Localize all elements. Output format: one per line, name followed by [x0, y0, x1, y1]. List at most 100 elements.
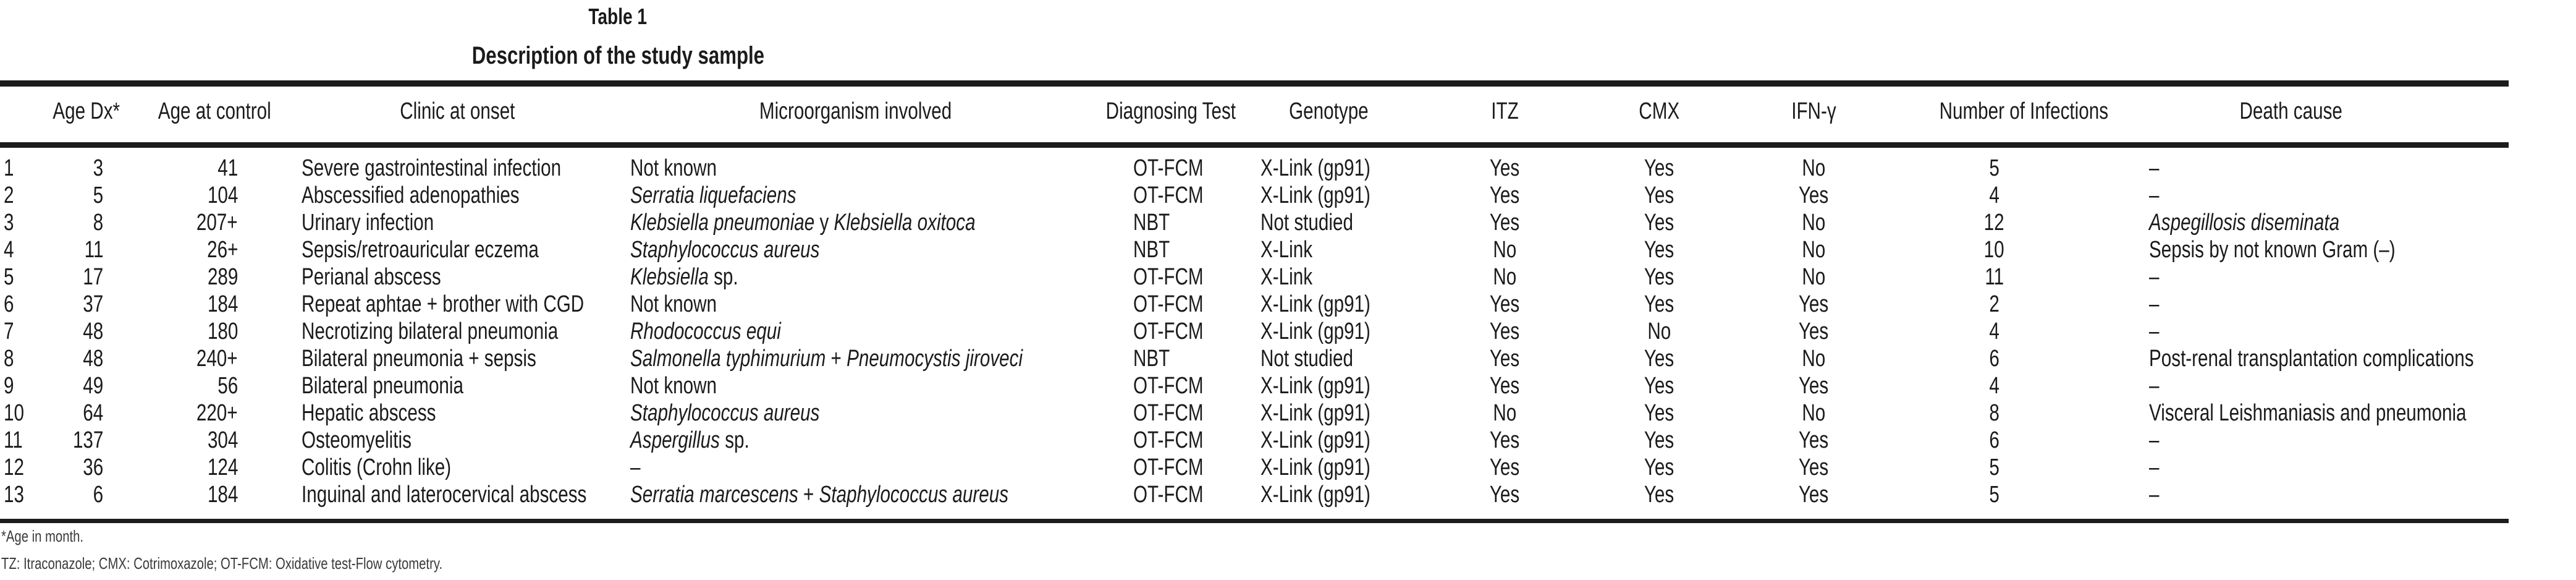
table-row: 12 36 124 Colitis (Crohn like) – OT-FCM …	[0, 454, 2509, 482]
cell-text: No	[1802, 264, 1825, 291]
cell-text: Bilateral pneumonia	[302, 373, 463, 399]
cell-diagnosing-test: NBT	[1087, 210, 1254, 237]
cell-death-cause: Aspegillosis diseminata	[2073, 210, 2509, 237]
cell-text: OT-FCM	[1133, 427, 1204, 454]
cell-text: 4	[1989, 373, 2000, 399]
cell-text: 17	[83, 264, 103, 291]
cell-age-at-control: 180	[139, 318, 290, 346]
cell-clinic-at-onset: Abscessified adenopathies	[290, 182, 624, 210]
cell-text: Staphylococcus aureus	[630, 400, 820, 427]
cell-text: –	[2149, 427, 2160, 454]
cell-text: X-Link (gp91)	[1261, 400, 1370, 427]
cell-text: No	[1802, 346, 1825, 372]
cell-text: 9	[4, 373, 14, 399]
cell-text: Yes	[1489, 482, 1520, 508]
cell-cmx: Yes	[1607, 427, 1712, 454]
cell-text: 5	[93, 182, 103, 209]
cell-text: 49	[83, 373, 103, 399]
table-row: 10 64 220+ Hepatic abscess Staphylococcu…	[0, 400, 2509, 427]
cell-text: Hepatic abscess	[302, 400, 436, 427]
cell-microorganism: Not known	[624, 145, 1087, 183]
cell-diagnosing-test: OT-FCM	[1087, 454, 1254, 482]
cell-text: Yes	[1644, 210, 1674, 236]
cell-cmx: Yes	[1607, 237, 1712, 264]
cell-text: 11	[4, 427, 23, 454]
cell-genotype: X-Link (gp91)	[1254, 373, 1403, 400]
cell-text: –	[2149, 264, 2160, 291]
cell-text: 37	[83, 291, 103, 318]
cell-text: 6	[1989, 427, 2000, 454]
cell-text: 11	[84, 237, 103, 263]
header-text: Clinic at onset	[399, 98, 515, 125]
cell-text: Inguinal and laterocervical abscess	[302, 482, 587, 508]
cell-text: –	[2149, 291, 2160, 318]
cell-ifn-gamma: No	[1712, 210, 1915, 237]
col-header-number-of-infections: Number of Infections	[1915, 83, 2108, 148]
cell-age-at-control: 304	[139, 427, 290, 454]
cell-microorganism: Salmonella typhimurium + Pneumocystis ji…	[624, 346, 1087, 373]
cell-ifn-gamma: No	[1712, 237, 1915, 264]
cell-death-cause: –	[2073, 318, 2509, 346]
cell-text: OT-FCM	[1133, 454, 1204, 481]
cell-text: 12	[4, 454, 24, 481]
cell-text: X-Link (gp91)	[1261, 427, 1370, 454]
cell-ifn-gamma: No	[1712, 264, 1915, 291]
cell-cmx: Yes	[1607, 264, 1712, 291]
cell-microorganism: Rhodococcus equi	[624, 318, 1087, 346]
cell-text: Yes	[1644, 237, 1674, 263]
table-row: 5 17 289 Perianal abscess Klebsiella sp.…	[0, 264, 2509, 291]
cell-age-dx: 48	[34, 346, 139, 373]
cell-genotype: Not studied	[1254, 346, 1403, 373]
cell-text: 64	[83, 400, 103, 427]
cell-cmx: Yes	[1607, 145, 1712, 183]
cell-itz: Yes	[1403, 482, 1607, 521]
cell-genotype: Not studied	[1254, 210, 1403, 237]
cell-text: X-Link (gp91)	[1261, 454, 1370, 481]
cell-diagnosing-test: NBT	[1087, 346, 1254, 373]
cell-age-dx: 64	[34, 400, 139, 427]
header-text: ITZ	[1490, 98, 1519, 125]
cell-number-of-infections: 12	[1915, 210, 2073, 237]
cell-text: Aspergillus sp.	[630, 427, 750, 454]
cell-row-number: 13	[0, 482, 34, 521]
cell-cmx: Yes	[1607, 400, 1712, 427]
cell-itz: Yes	[1403, 318, 1607, 346]
col-header-age-at-control: Age at control	[139, 83, 290, 148]
cell-text: 5	[1989, 482, 2000, 508]
cell-age-at-control: 41	[139, 145, 290, 183]
cell-number-of-infections: 5	[1915, 454, 2073, 482]
cell-row-number: 4	[0, 237, 34, 264]
cell-genotype: X-Link (gp91)	[1254, 291, 1403, 318]
cell-ifn-gamma: Yes	[1712, 482, 1915, 521]
cell-death-cause: –	[2073, 145, 2509, 183]
cell-number-of-infections: 4	[1915, 373, 2073, 400]
cell-text: 13	[4, 482, 24, 508]
col-header-row-number	[0, 83, 34, 148]
cell-clinic-at-onset: Perianal abscess	[290, 264, 624, 291]
cell-clinic-at-onset: Colitis (Crohn like)	[290, 454, 624, 482]
cell-genotype: X-Link (gp91)	[1254, 454, 1403, 482]
cell-text: Klebsiella sp.	[630, 264, 738, 291]
cell-microorganism: Klebsiella sp.	[624, 264, 1087, 291]
cell-text: X-Link (gp91)	[1261, 291, 1370, 318]
table-row: 9 49 56 Bilateral pneumonia Not known OT…	[0, 373, 2509, 400]
cell-clinic-at-onset: Inguinal and laterocervical abscess	[290, 482, 624, 521]
cell-age-dx: 5	[34, 182, 139, 210]
cell-text: 4	[1989, 182, 2000, 209]
cell-text: 240+	[196, 346, 238, 372]
cell-text: 6	[4, 291, 14, 318]
cell-number-of-infections: 10	[1915, 237, 2073, 264]
cell-text: Sepsis by not known Gram (–)	[2149, 237, 2396, 263]
cell-age-at-control: 26+	[139, 237, 290, 264]
cell-text: Serratia marcescens + Staphylococcus aur…	[630, 482, 1009, 508]
cell-age-at-control: 124	[139, 454, 290, 482]
cell-itz: Yes	[1403, 210, 1607, 237]
cell-diagnosing-test: OT-FCM	[1087, 427, 1254, 454]
col-header-itz: ITZ	[1403, 83, 1607, 148]
cell-ifn-gamma: Yes	[1712, 373, 1915, 400]
cell-itz: No	[1403, 237, 1607, 264]
cell-diagnosing-test: OT-FCM	[1087, 182, 1254, 210]
cell-text: Abscessified adenopathies	[302, 182, 520, 209]
cell-text: 10	[4, 400, 24, 427]
cell-row-number: 3	[0, 210, 34, 237]
